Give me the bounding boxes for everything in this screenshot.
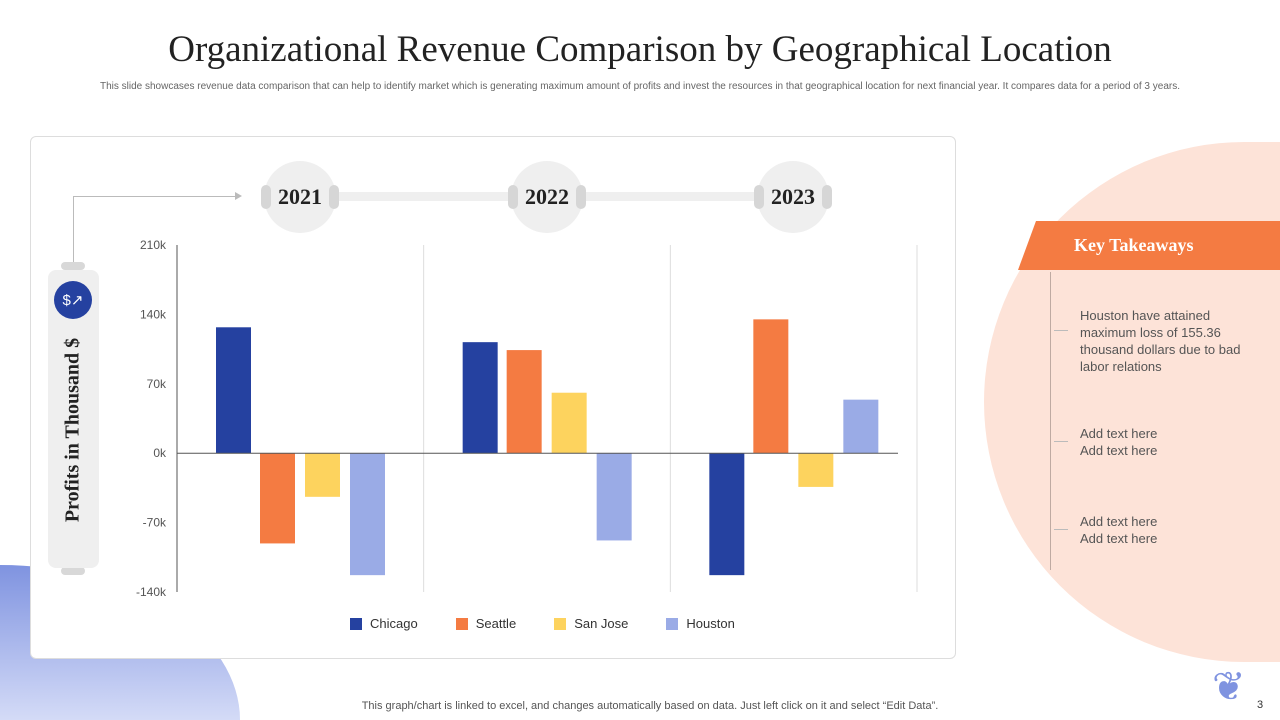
legend: Chicago Seattle San Jose Houston — [350, 616, 773, 631]
takeaways-banner: Key Takeaways — [1018, 221, 1280, 270]
legend-item-san-jose: San Jose — [554, 616, 628, 631]
legend-item-chicago: Chicago — [350, 616, 418, 631]
year-2023: 2023 — [754, 161, 832, 233]
y-tick-label: 0k — [153, 446, 167, 460]
bar-houston-2022 — [596, 453, 632, 541]
leaf-decoration-icon: ❦ — [1212, 665, 1246, 709]
connector-line — [73, 196, 238, 262]
arrow-icon — [1054, 330, 1068, 331]
legend-swatch — [455, 617, 468, 630]
takeaway-2: Add text here Add text here — [1080, 426, 1158, 458]
y-tick-label: 140k — [140, 307, 167, 321]
arrow-icon — [1054, 529, 1068, 530]
y-tick-label: 210k — [140, 238, 167, 252]
y-axis-label-pill — [48, 270, 99, 568]
legend-item-houston: Houston — [666, 616, 735, 631]
pill-cap — [61, 567, 85, 575]
year-2021: 2021 — [261, 161, 339, 233]
y-tick-label: 70k — [147, 377, 167, 391]
bar-san-jose-2022 — [551, 392, 587, 454]
bar-seattle-2022 — [506, 350, 542, 454]
page-title: Organizational Revenue Comparison by Geo… — [168, 29, 1112, 70]
bar-san-jose-2023 — [798, 453, 834, 487]
takeaway-1: Houston have attained maximum loss of 15… — [1080, 308, 1241, 374]
takeaways-title: Key Takeaways — [1074, 235, 1194, 255]
arrow-icon — [235, 192, 242, 200]
page-subtitle: This slide showcases revenue data compar… — [99, 81, 1180, 92]
takeaway-3: Add text here Add text here — [1080, 514, 1158, 546]
legend-item-seattle: Seattle — [455, 616, 517, 631]
bar-seattle-2021 — [260, 453, 295, 544]
footer-note: This graph/chart is linked to excel, and… — [361, 700, 939, 712]
profit-chart-icon: $↗ — [54, 281, 92, 319]
bar-houston-2023 — [843, 399, 879, 454]
legend-swatch — [350, 617, 362, 630]
bar-chicago-2023 — [709, 453, 745, 576]
page-number: 3 — [1257, 699, 1264, 711]
legend-label: Chicago — [370, 616, 418, 631]
bar-chicago-2021 — [216, 327, 251, 454]
year-2022: 2022 — [508, 161, 586, 233]
bar-seattle-2023 — [753, 319, 789, 454]
y-tick-label: -70k — [143, 516, 167, 530]
bar-chicago-2022 — [462, 342, 498, 454]
bar-houston-2021 — [350, 453, 385, 576]
legend-swatch — [554, 617, 567, 630]
legend-label: San Jose — [574, 616, 629, 631]
arrow-icon — [1054, 441, 1068, 442]
legend-label: Seattle — [475, 616, 517, 631]
takeaways-line — [1050, 272, 1051, 570]
pill-cap — [61, 262, 85, 270]
bar-san-jose-2021 — [305, 453, 340, 497]
legend-swatch — [666, 617, 679, 630]
legend-label: Houston — [686, 616, 735, 631]
y-tick-label: -140k — [136, 585, 167, 599]
